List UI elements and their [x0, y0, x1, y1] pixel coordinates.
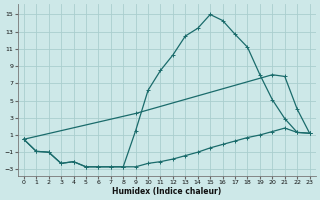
X-axis label: Humidex (Indice chaleur): Humidex (Indice chaleur) — [112, 187, 221, 196]
